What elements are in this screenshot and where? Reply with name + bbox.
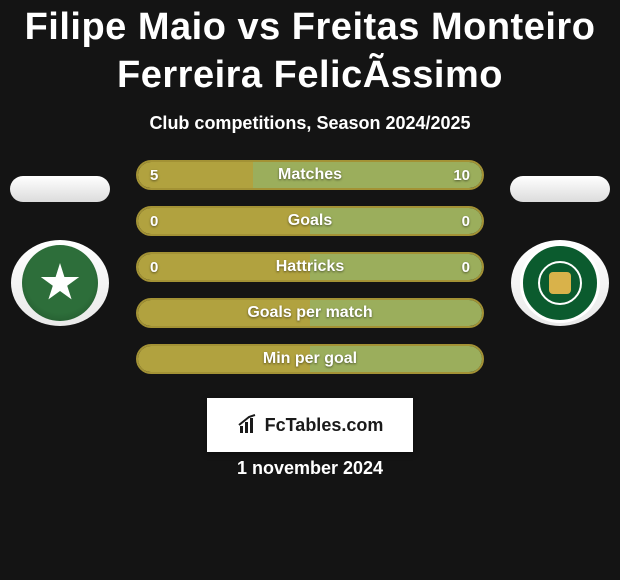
main-area: Matches510Goals00Hattricks00Goals per ma… <box>0 160 620 390</box>
stat-row: Matches5 10 <box>136 160 484 190</box>
brand-card: FcTables.com <box>207 398 413 452</box>
stat-value-left: 0 <box>150 208 158 234</box>
brand-text: FcTables.com <box>265 415 384 436</box>
stat-label: Hattricks <box>138 254 482 280</box>
stat-label: Goals per match <box>138 300 482 326</box>
club-badge-right-inner <box>520 243 600 323</box>
comparison-bars: Matches510Goals00Hattricks00Goals per ma… <box>136 160 484 374</box>
stat-row: Goals0 0 <box>136 206 484 236</box>
stat-value-right: 0 <box>462 208 470 234</box>
stat-label: Matches <box>138 162 482 188</box>
left-column <box>10 176 110 326</box>
subtitle: Club competitions, Season 2024/2025 <box>0 113 620 134</box>
stat-label: Goals <box>138 208 482 234</box>
stat-value-left: 5 <box>150 162 158 188</box>
player-left-oval <box>10 176 110 202</box>
star-icon <box>40 263 80 303</box>
page-title: Filipe Maio vs Freitas Monteiro Ferreira… <box>0 0 620 99</box>
club-badge-left <box>11 240 109 326</box>
stat-row: Min per goal <box>136 344 484 374</box>
stat-value-left: 0 <box>150 254 158 280</box>
stat-label: Min per goal <box>138 346 482 372</box>
lion-icon <box>549 272 571 294</box>
stat-row: Hattricks0 0 <box>136 252 484 282</box>
player-right-oval <box>510 176 610 202</box>
right-column <box>510 176 610 326</box>
club-badge-right <box>511 240 609 326</box>
stat-value-right: 0 <box>462 254 470 280</box>
chart-icon <box>237 414 259 436</box>
stat-value-right: 10 <box>453 162 470 188</box>
stat-row: Goals per match <box>136 298 484 328</box>
root: Filipe Maio vs Freitas Monteiro Ferreira… <box>0 0 620 580</box>
club-badge-left-inner <box>22 245 98 321</box>
date: 1 november 2024 <box>0 458 620 479</box>
